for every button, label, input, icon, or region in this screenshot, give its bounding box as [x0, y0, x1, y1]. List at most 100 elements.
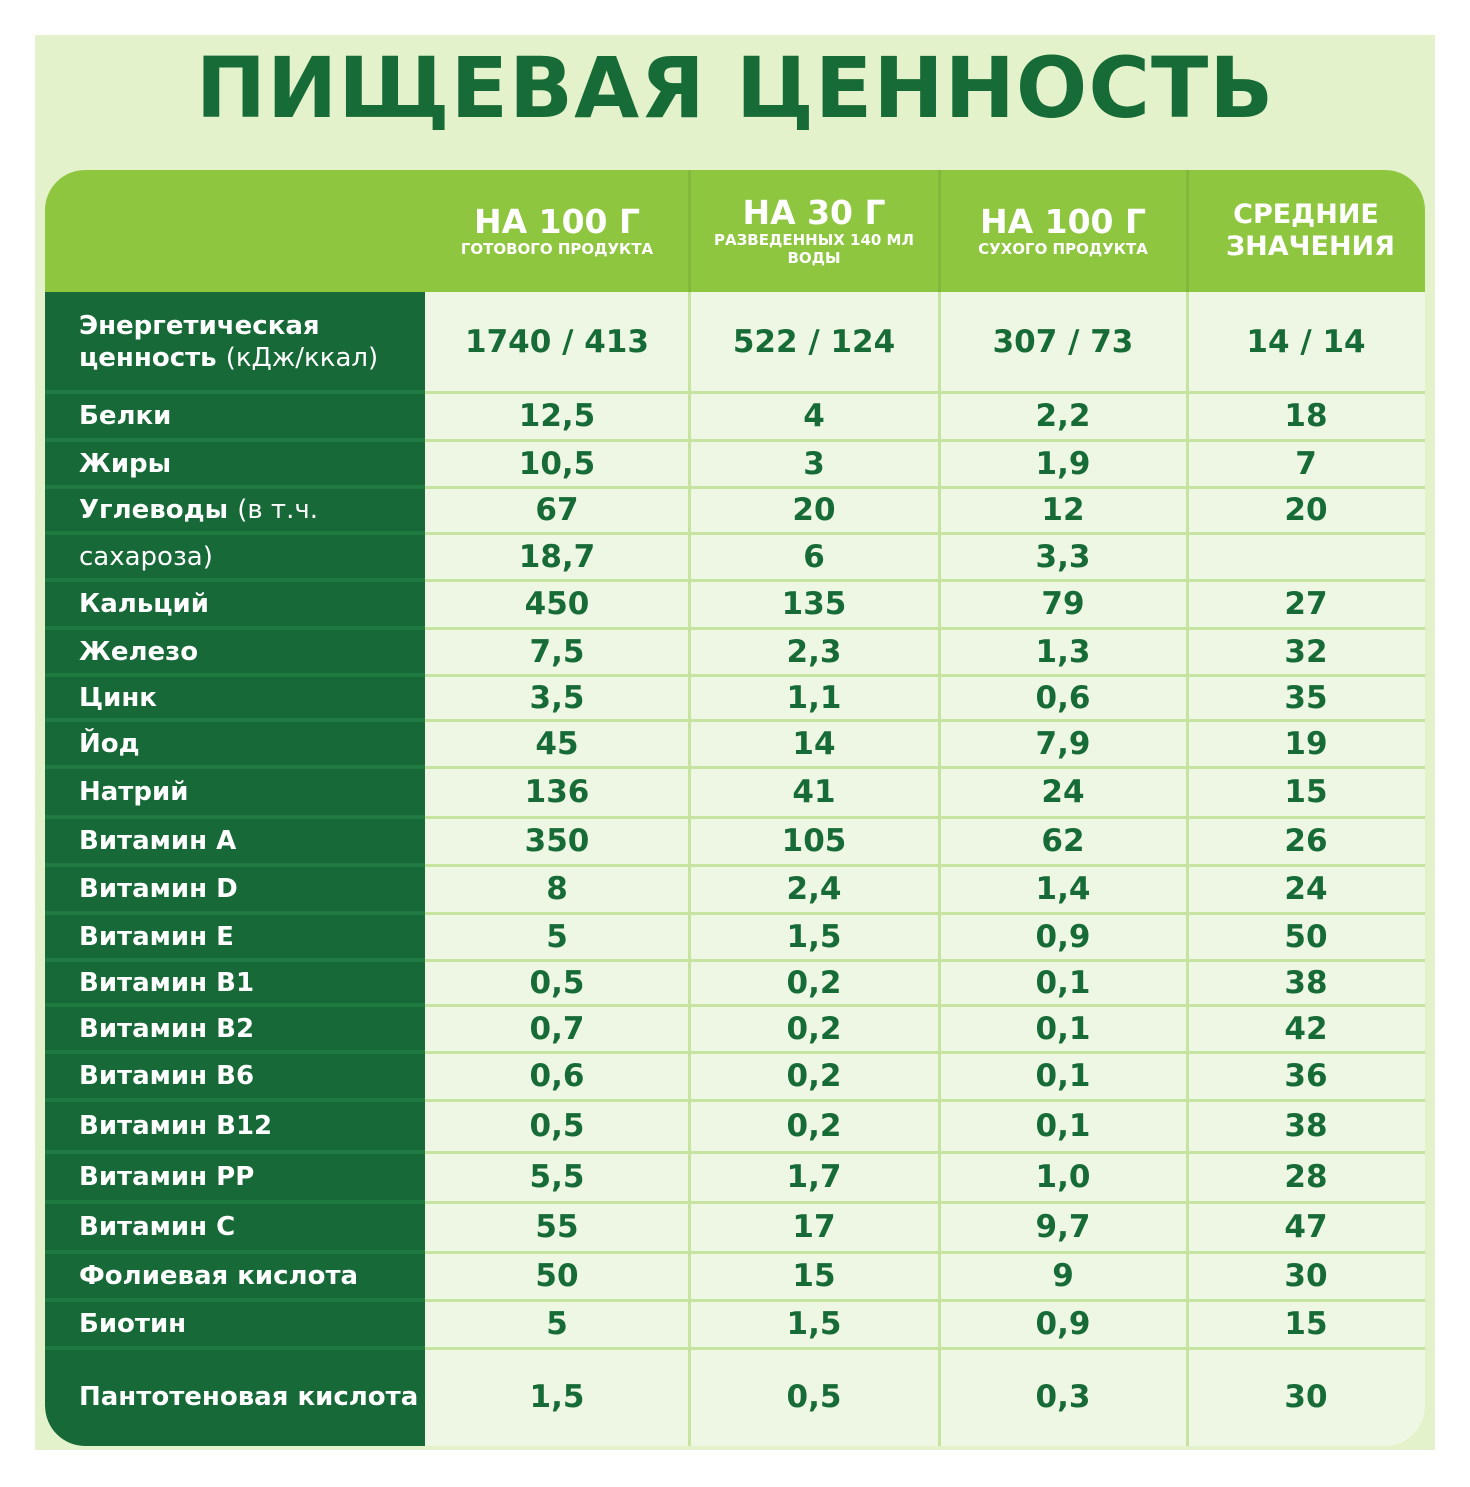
nutrient-name: Витамин E — [79, 921, 234, 952]
table-row: Витамин C 55 17 9,7 47 — [45, 1202, 1425, 1252]
table-cell: 17 — [792, 1209, 836, 1245]
row-label: Витамин E — [79, 913, 419, 960]
table-cell: 5,5 — [529, 1159, 585, 1195]
nutrient-name: Белки — [79, 401, 172, 431]
table-row: Витамин B2 0,7 0,2 0,1 42 — [45, 1005, 1425, 1052]
row-label-text: Витамин B6 — [79, 1058, 254, 1094]
row-divider — [45, 627, 1425, 630]
row-label: Фолиевая кислота — [79, 1252, 419, 1300]
table-row: Витамин D 8 2,4 1,4 24 — [45, 865, 1425, 913]
row-divider-label — [45, 911, 425, 915]
row-label-text: Жиры — [79, 446, 171, 482]
row-label-text: Витамин B2 — [79, 1011, 254, 1047]
table-cell: 2,2 — [1035, 398, 1091, 434]
table-cell: 24 — [1284, 871, 1328, 907]
row-label-text: Железо — [79, 634, 198, 670]
table-cell: 4 — [803, 398, 825, 434]
nutrient-name: Витамин B1 — [79, 967, 255, 998]
row-label: Жиры — [79, 440, 419, 487]
table-cell: 0,1 — [1035, 1108, 1091, 1144]
column-header-sub: РАЗВЕДЕННЫХ 140 МЛ ВОДЫ — [714, 231, 914, 267]
table-cell: 26 — [1284, 823, 1328, 859]
row-label-text: Витамин PP — [79, 1159, 254, 1195]
row-divider-label — [45, 1003, 425, 1007]
table-cell: 1,5 — [529, 1378, 585, 1415]
nutrient-name: Фолиевая кислота — [79, 1261, 359, 1291]
table-cell: 62 — [1041, 823, 1085, 859]
table-row: Жиры 10,5 3 1,9 7 — [45, 440, 1425, 487]
row-divider-label — [45, 673, 425, 677]
nutrient-note: (в т.ч. — [237, 495, 318, 525]
table-cell: 7,5 — [529, 633, 585, 670]
table-cell: 27 — [1284, 586, 1328, 622]
table-cell: 0,6 — [1035, 679, 1091, 716]
table-cell: 350 — [524, 823, 590, 859]
table-cell: 38 — [1284, 964, 1328, 1001]
table-row: Пантотеновая кислота 1,5 0,5 0,3 30 — [45, 1348, 1425, 1445]
row-label-text: Энергетическая ценность (кДж/ккал) — [79, 310, 419, 374]
row-label: Биотин — [79, 1300, 419, 1348]
row-divider — [45, 1347, 1425, 1350]
table-cell: 1740 / 413 — [465, 324, 649, 360]
row-label: Витамин D — [79, 865, 419, 913]
header-divider — [688, 170, 691, 292]
row-divider — [45, 1004, 1425, 1007]
row-divider — [45, 864, 1425, 867]
row-label: Витамин PP — [79, 1152, 419, 1202]
column-divider — [1186, 292, 1189, 1446]
nutrient-name: Углеводы — [79, 495, 229, 525]
table-cell: 45 — [535, 725, 579, 762]
row-label: Энергетическая ценность (кДж/ккал) — [79, 292, 419, 392]
table-cell: 9,7 — [1035, 1209, 1091, 1245]
column-header-main: СРЕДНИЕ ЗНАЧЕНИЯ — [1226, 199, 1395, 262]
table-cell: 135 — [781, 586, 847, 622]
row-divider — [45, 579, 1425, 582]
table-cell: 41 — [792, 774, 836, 810]
row-divider-label — [45, 531, 425, 535]
row-divider-label — [45, 1298, 425, 1302]
row-label-text: Кальций — [79, 586, 209, 622]
row-label: Пантотеновая кислота — [79, 1348, 419, 1445]
row-divider — [45, 959, 1425, 962]
table-header: НА 100 Г ГОТОВОГО ПРОДУКТА НА 30 Г РАЗВЕДЕН… — [45, 170, 1425, 292]
nutrient-name: Витамин B2 — [79, 1013, 255, 1044]
column-header-main: НА 100 Г — [473, 202, 641, 241]
nutrient-name: Железо — [79, 636, 199, 667]
table-cell: 5 — [546, 1306, 568, 1342]
row-divider-label — [45, 1050, 425, 1054]
nutrient-name: Витамин C — [79, 1212, 236, 1242]
table-cell: 50 — [535, 1258, 579, 1294]
nutrient-name: Витамин B12 — [79, 1111, 273, 1141]
table-cell: 2,3 — [786, 633, 842, 670]
row-label: Витамин B6 — [79, 1052, 419, 1100]
row-divider — [45, 391, 1425, 394]
row-label: Витамин A — [79, 817, 419, 865]
row-divider-label — [45, 1346, 425, 1350]
row-divider-label — [45, 958, 425, 962]
table-cell: 6 — [803, 538, 825, 575]
table-cell: 0,2 — [786, 1010, 842, 1047]
table-cell: 0,5 — [529, 1108, 585, 1144]
table-cell: 30 — [1284, 1378, 1328, 1415]
nutrient-name: Витамин B6 — [79, 1061, 255, 1091]
row-divider — [45, 1051, 1425, 1054]
row-divider — [45, 1201, 1425, 1204]
table-cell: 0,1 — [1035, 1010, 1091, 1047]
table-cell: 3,3 — [1035, 538, 1091, 575]
nutrient-name: Энергетическая ценность — [79, 311, 320, 373]
table-cell: 1,9 — [1035, 445, 1091, 482]
row-label-text: Пантотеновая кислота — [79, 1381, 418, 1413]
row-label-text: Витамин D — [79, 871, 238, 907]
table-row: Витамин B12 0,5 0,2 0,1 38 — [45, 1100, 1425, 1152]
row-label: Цинк — [79, 675, 419, 720]
table-row: Биотин 5 1,5 0,9 15 — [45, 1300, 1425, 1348]
row-label: Витамин B2 — [79, 1005, 419, 1052]
table-cell: 8 — [546, 871, 568, 907]
row-divider — [45, 766, 1425, 769]
table-cell: 0,2 — [786, 1058, 842, 1094]
table-cell: 14 — [792, 725, 836, 762]
row-label-text: Витамин A — [79, 823, 236, 859]
row-divider — [45, 1251, 1425, 1254]
row-label-text: Витамин E — [79, 919, 234, 955]
nutrient-name: Цинк — [79, 682, 157, 713]
